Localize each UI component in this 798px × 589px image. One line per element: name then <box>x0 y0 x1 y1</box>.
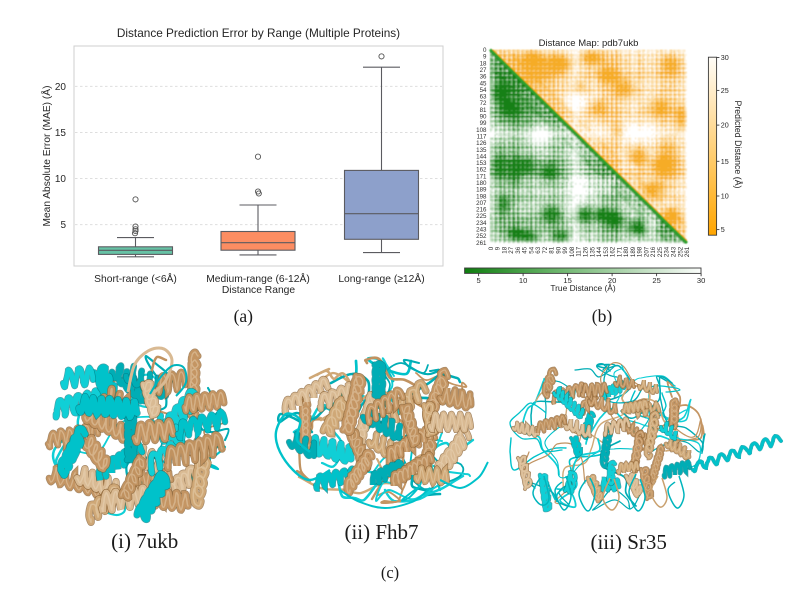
svg-text:72: 72 <box>480 100 487 107</box>
svg-text:144: 144 <box>596 246 603 257</box>
svg-text:189: 189 <box>630 246 637 257</box>
svg-text:(a): (a) <box>234 306 254 326</box>
svg-text:81: 81 <box>549 246 556 253</box>
svg-text:99: 99 <box>562 246 569 253</box>
svg-text:0: 0 <box>488 246 495 250</box>
svg-text:25: 25 <box>652 276 660 285</box>
svg-text:5: 5 <box>721 225 725 234</box>
svg-text:216: 216 <box>650 246 657 257</box>
svg-text:198: 198 <box>476 193 487 200</box>
svg-text:261: 261 <box>684 246 691 257</box>
svg-text:162: 162 <box>476 167 487 174</box>
svg-text:90: 90 <box>555 246 562 253</box>
svg-text:Medium-range (6-12Å): Medium-range (6-12Å) <box>206 272 310 285</box>
svg-text:10: 10 <box>55 174 67 185</box>
svg-text:Short-range (<6Å): Short-range (<6Å) <box>94 272 177 285</box>
svg-text:20: 20 <box>55 82 67 93</box>
svg-text:0: 0 <box>483 47 487 54</box>
svg-text:234: 234 <box>476 220 487 227</box>
svg-text:(c): (c) <box>381 563 399 582</box>
svg-text:27: 27 <box>508 246 515 253</box>
svg-text:15: 15 <box>55 128 67 139</box>
svg-text:10: 10 <box>519 276 527 285</box>
svg-text:108: 108 <box>569 246 576 257</box>
svg-text:216: 216 <box>476 207 487 214</box>
svg-text:261: 261 <box>476 240 487 247</box>
svg-text:63: 63 <box>480 94 487 101</box>
svg-text:(b): (b) <box>592 306 613 326</box>
svg-text:54: 54 <box>528 246 535 253</box>
svg-text:243: 243 <box>476 227 487 234</box>
svg-text:135: 135 <box>476 147 487 154</box>
svg-text:5: 5 <box>60 220 66 231</box>
svg-text:225: 225 <box>657 246 664 257</box>
svg-text:(ii) Fhb7: (ii) Fhb7 <box>344 520 418 544</box>
svg-text:180: 180 <box>623 246 630 257</box>
svg-text:207: 207 <box>643 246 650 257</box>
svg-text:True Distance (Å): True Distance (Å) <box>550 283 616 293</box>
svg-text:Predicted Distance (Å): Predicted Distance (Å) <box>733 100 743 188</box>
svg-text:225: 225 <box>476 213 487 220</box>
svg-text:Distance Range: Distance Range <box>222 285 296 296</box>
svg-text:(iii) Sr35: (iii) Sr35 <box>590 530 666 554</box>
svg-text:20: 20 <box>721 121 729 130</box>
svg-text:99: 99 <box>480 120 487 127</box>
svg-text:9: 9 <box>495 246 502 250</box>
svg-text:207: 207 <box>476 200 487 207</box>
svg-text:117: 117 <box>576 246 583 256</box>
svg-text:126: 126 <box>476 140 487 147</box>
svg-text:36: 36 <box>515 246 522 253</box>
svg-text:5: 5 <box>476 276 480 285</box>
svg-text:72: 72 <box>542 246 549 253</box>
svg-text:20: 20 <box>608 276 616 285</box>
svg-text:108: 108 <box>476 127 487 134</box>
svg-text:Distance Map: pdb7ukb: Distance Map: pdb7ukb <box>539 38 639 49</box>
svg-text:252: 252 <box>476 233 487 240</box>
svg-text:90: 90 <box>480 114 487 121</box>
svg-text:63: 63 <box>535 246 542 253</box>
svg-text:234: 234 <box>664 246 671 257</box>
svg-text:171: 171 <box>616 246 623 257</box>
svg-text:30: 30 <box>697 276 705 285</box>
svg-text:18: 18 <box>501 246 508 253</box>
svg-text:144: 144 <box>476 153 487 160</box>
svg-text:252: 252 <box>677 246 684 257</box>
svg-text:45: 45 <box>480 80 487 87</box>
svg-text:189: 189 <box>476 187 487 194</box>
svg-text:162: 162 <box>610 246 617 257</box>
svg-text:10: 10 <box>721 192 729 201</box>
svg-text:30: 30 <box>721 53 729 62</box>
svg-text:153: 153 <box>476 160 487 167</box>
svg-text:Long-range (≥12Å): Long-range (≥12Å) <box>338 272 424 285</box>
svg-text:117: 117 <box>477 134 487 141</box>
svg-text:9: 9 <box>483 54 487 61</box>
svg-text:45: 45 <box>522 246 529 253</box>
svg-text:(i) 7ukb: (i) 7ukb <box>111 529 178 553</box>
svg-text:15: 15 <box>721 157 729 166</box>
svg-text:Mean Absolute Error (MAE) (Å): Mean Absolute Error (MAE) (Å) <box>40 86 53 227</box>
svg-text:15: 15 <box>563 276 571 285</box>
svg-text:180: 180 <box>476 180 487 187</box>
svg-text:25: 25 <box>721 86 729 95</box>
svg-text:27: 27 <box>480 67 487 74</box>
svg-text:Distance Prediction Error by R: Distance Prediction Error by Range (Mult… <box>117 26 400 40</box>
svg-text:153: 153 <box>603 246 610 257</box>
svg-text:81: 81 <box>480 107 487 114</box>
svg-text:126: 126 <box>583 246 590 257</box>
svg-text:18: 18 <box>480 60 487 67</box>
svg-text:54: 54 <box>480 87 487 94</box>
svg-text:243: 243 <box>671 246 678 257</box>
svg-text:171: 171 <box>476 173 487 180</box>
svg-text:36: 36 <box>480 74 487 81</box>
svg-text:198: 198 <box>637 246 644 257</box>
svg-text:135: 135 <box>589 246 596 257</box>
